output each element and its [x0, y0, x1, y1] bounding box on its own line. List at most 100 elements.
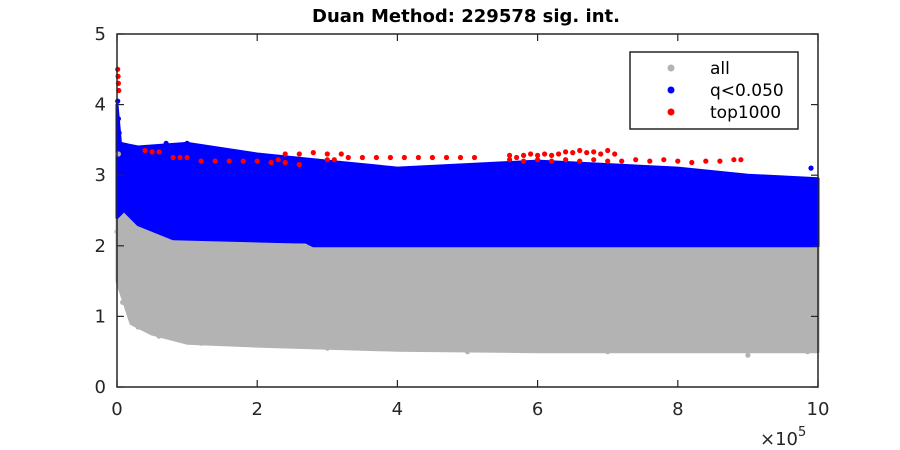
series-2-point — [605, 158, 611, 164]
series-2-point — [310, 150, 316, 156]
series-2-point — [549, 152, 555, 158]
series-2-point — [254, 158, 260, 164]
series-1-point — [808, 165, 814, 171]
series-2-point — [387, 154, 393, 161]
x-tick-label: 2 — [251, 399, 262, 420]
series-2-point — [373, 154, 379, 161]
series-0-point — [120, 299, 126, 305]
series-2-point — [514, 154, 520, 161]
series-2-point — [324, 157, 330, 163]
y-tick-labels: 0 1 2 3 4 5 — [95, 24, 106, 398]
series-2-point — [619, 158, 625, 164]
series-2-point — [689, 159, 695, 166]
series-2-point — [563, 149, 569, 155]
x-tick-labels: 0 2 4 6 8 10 — [111, 399, 829, 420]
ticks-layer — [116, 33, 819, 388]
axes-box — [116, 33, 819, 388]
series-2-point — [605, 147, 611, 154]
series-2-point — [521, 152, 527, 158]
series-2-point — [556, 151, 562, 157]
series-2-point — [633, 157, 639, 163]
x-exponent-base: ×10 — [760, 429, 798, 450]
series-2-point — [661, 157, 667, 163]
series-2-point — [275, 157, 281, 163]
y-tick-label: 4 — [95, 95, 106, 116]
series-2-point — [296, 162, 302, 168]
series-2-point — [584, 150, 590, 156]
y-tick-label: 0 — [95, 377, 106, 398]
legend-marker-all — [667, 64, 675, 72]
series-1-point — [116, 130, 122, 136]
series-2-point — [703, 158, 709, 164]
y-tick-label: 3 — [95, 165, 106, 186]
y-tick-label: 1 — [95, 306, 106, 327]
series-2-point — [535, 157, 541, 163]
series-2-point — [528, 151, 534, 157]
x-tick-label: 8 — [672, 399, 683, 420]
series-2-point — [177, 154, 183, 161]
legend-label-top: top1000 — [710, 103, 781, 123]
series-2-point — [577, 158, 583, 164]
x-exponent-power: 5 — [798, 425, 806, 440]
series-0-point — [745, 352, 751, 358]
series-2-point — [282, 159, 288, 166]
series-0-point — [198, 340, 204, 346]
series-2-point — [507, 157, 513, 163]
series-0-point — [135, 324, 141, 330]
series-1-point — [163, 140, 169, 146]
series-2-point — [457, 154, 464, 161]
series-2-point — [359, 154, 365, 161]
series-2-point — [535, 152, 541, 158]
series-2-point — [570, 150, 576, 156]
series-0-point — [804, 349, 811, 355]
series-0-point — [464, 349, 471, 355]
series-0-point — [605, 349, 611, 355]
legend-label-q: q<0.050 — [710, 81, 784, 101]
series-2-point — [268, 159, 274, 166]
y-tick-label: 2 — [95, 236, 106, 257]
x-tick-label: 6 — [532, 399, 543, 420]
series-2-point — [549, 158, 555, 164]
x-tick-label: 10 — [807, 399, 830, 420]
series-2-point — [198, 158, 204, 164]
series-2-point — [296, 151, 302, 157]
series-2-point — [443, 154, 450, 161]
y-tick-label: 5 — [95, 24, 106, 45]
series-2-point — [717, 158, 723, 164]
series-2-point — [212, 158, 218, 164]
series-0-point — [156, 333, 162, 339]
series-1-point — [184, 140, 190, 146]
series-2-point — [577, 147, 583, 154]
series-2-point — [338, 151, 344, 157]
series-2-point — [184, 154, 190, 161]
series-2-point — [170, 154, 176, 161]
legend-marker-top — [667, 108, 675, 116]
series-2-point — [563, 157, 569, 163]
series-2-point — [738, 157, 744, 163]
series-2-point — [591, 157, 597, 163]
series-2-point — [282, 151, 288, 157]
series-2-point — [331, 157, 337, 163]
series-2-point — [156, 149, 162, 155]
series-2-point — [612, 151, 618, 157]
series-2-point — [149, 149, 155, 155]
series-0-point — [117, 285, 124, 291]
series-2-point — [415, 154, 421, 161]
series-2-point — [542, 151, 548, 157]
legend: all q<0.050 top1000 — [629, 51, 799, 130]
series-2-point — [240, 158, 246, 164]
series-2-point — [647, 158, 653, 164]
series-2-point — [507, 152, 513, 158]
series-2-point — [598, 151, 604, 157]
series-0-point — [324, 345, 330, 351]
legend-label-all: all — [710, 59, 730, 79]
series-2-point — [591, 149, 597, 155]
series-2-point — [471, 154, 478, 161]
series-2-point — [142, 147, 148, 154]
series-2-point — [429, 154, 435, 161]
points-layer — [114, 66, 814, 358]
legend-marker-q — [667, 86, 675, 94]
series-2-point — [521, 158, 527, 164]
series-2-point — [731, 157, 737, 163]
